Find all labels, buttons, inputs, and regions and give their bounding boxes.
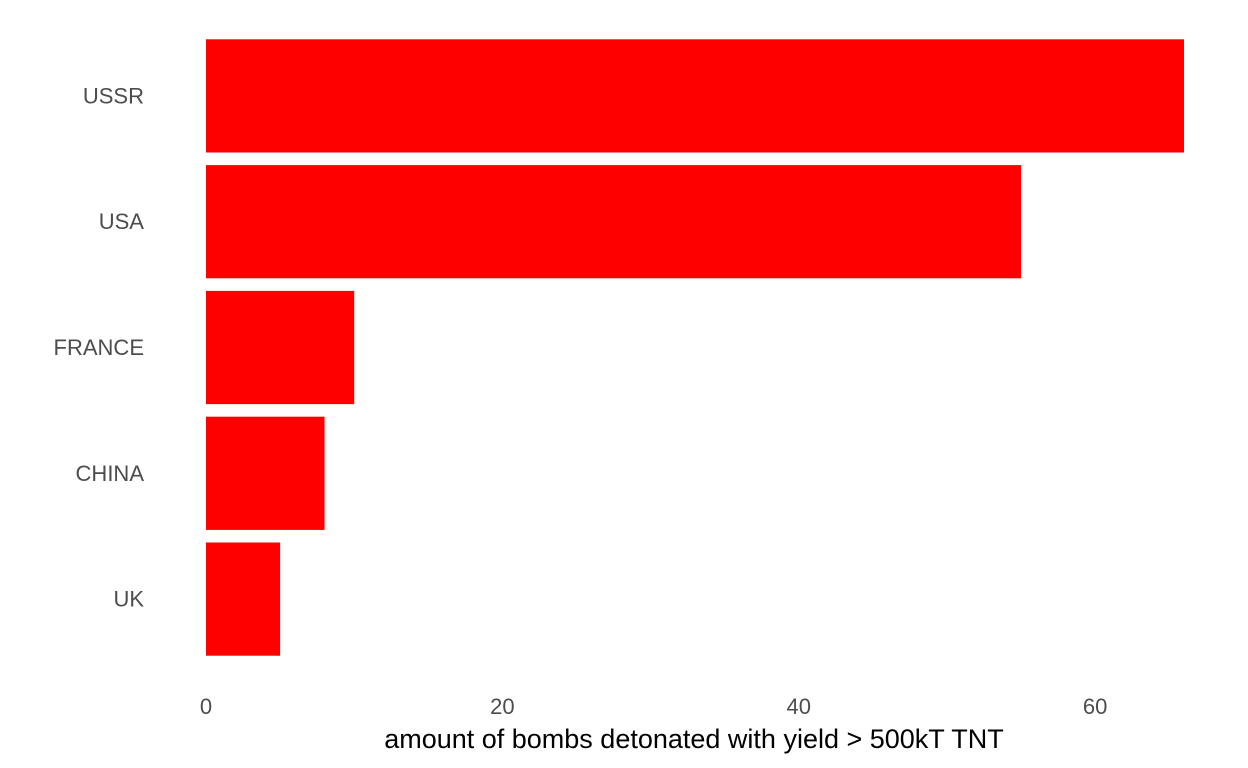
category-label-china: CHINA bbox=[76, 461, 145, 486]
x-axis-title: amount of bombs detonated with yield > 5… bbox=[384, 724, 1004, 754]
bar-france bbox=[206, 290, 355, 405]
category-labels: USSR USA FRANCE CHINA UK bbox=[54, 83, 145, 611]
bar-uk bbox=[206, 542, 281, 656]
x-tick-label: 60 bbox=[1083, 694, 1107, 719]
x-tick-label: 40 bbox=[786, 694, 810, 719]
bar-usa bbox=[206, 165, 1021, 279]
bars-group bbox=[206, 39, 1184, 656]
category-label-ussr: USSR bbox=[83, 83, 144, 108]
bar-china bbox=[206, 416, 325, 530]
category-label-france: FRANCE bbox=[54, 335, 144, 360]
x-tick-label: 0 bbox=[200, 694, 212, 719]
x-tick-labels: 0 20 40 60 bbox=[200, 694, 1107, 719]
bar-ussr bbox=[206, 39, 1184, 153]
x-tick-label: 20 bbox=[490, 694, 514, 719]
category-label-usa: USA bbox=[99, 209, 145, 234]
category-label-uk: UK bbox=[113, 587, 144, 612]
